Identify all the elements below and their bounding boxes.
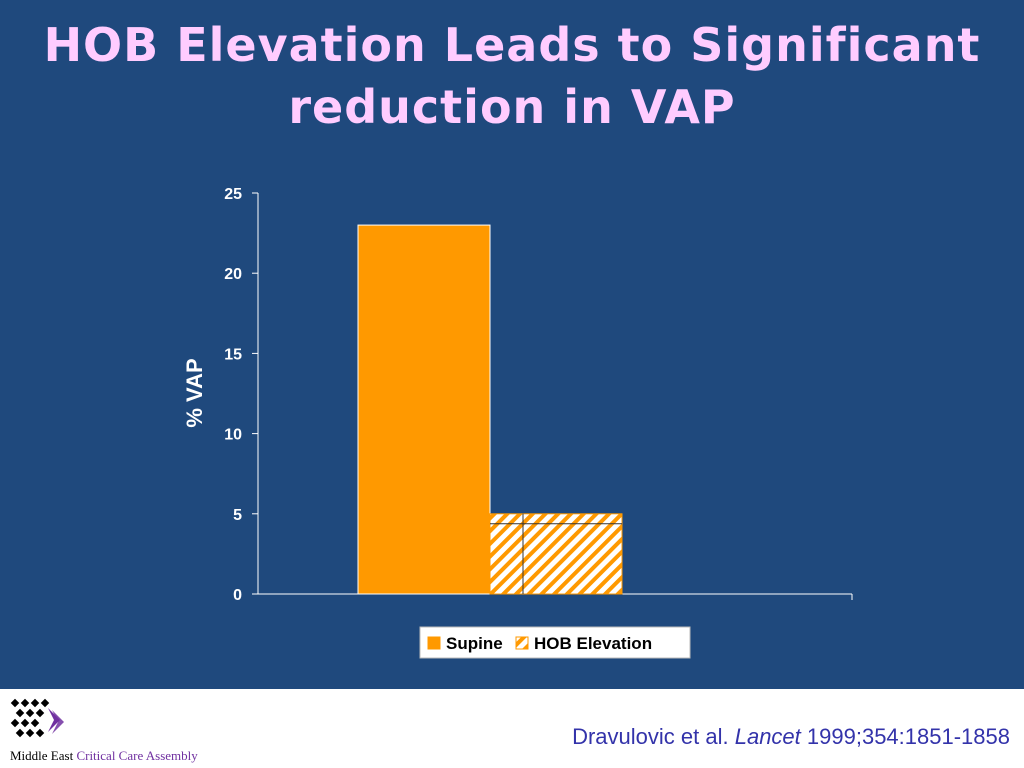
y-tick-label: 25 bbox=[224, 186, 242, 203]
plot-area: 0 5 10 15 20 25 % VAP Supine HOB Elevation bbox=[182, 186, 853, 659]
citation-journal: Lancet bbox=[734, 724, 801, 749]
slide-title: HOB Elevation Leads to Significant reduc… bbox=[0, 14, 1024, 138]
bar-hob-elevation bbox=[489, 513, 623, 595]
citation-reference: 1999;354:1851-1858 bbox=[806, 724, 1010, 749]
legend-swatch bbox=[515, 636, 529, 650]
y-axis-label: % VAP bbox=[182, 358, 207, 427]
legend-swatch bbox=[427, 636, 441, 650]
y-tick-label: 10 bbox=[224, 427, 242, 444]
organization-name-part-2: Critical Care Assembly bbox=[76, 748, 198, 763]
bar-chart: 0 5 10 15 20 25 % VAP Supine HOB Elevation bbox=[182, 186, 853, 659]
y-tick-label: 5 bbox=[233, 507, 242, 524]
organization-name-part-1: Middle East bbox=[10, 748, 74, 763]
footer-bar: Middle East Critical Care Assembly Dravu… bbox=[0, 689, 1024, 768]
organization-name: Middle East Critical Care Assembly bbox=[10, 748, 198, 764]
y-tick-label: 0 bbox=[233, 587, 242, 604]
slide-title-line-1: HOB Elevation Leads to Significant bbox=[43, 18, 981, 72]
chart-legend bbox=[419, 626, 691, 659]
citation-authors: Dravulovic et al. bbox=[572, 724, 729, 749]
bar-supine bbox=[357, 224, 491, 595]
legend-label: HOB Elevation bbox=[534, 634, 652, 653]
y-tick-label: 20 bbox=[224, 266, 242, 283]
slide-title-line-2: reduction in VAP bbox=[288, 80, 736, 134]
legend-label: Supine bbox=[446, 634, 503, 653]
citation: Dravulovic et al. Lancet 1999;354:1851-1… bbox=[572, 724, 1010, 750]
organization-logo-icon bbox=[10, 698, 64, 738]
y-tick-label: 15 bbox=[224, 346, 242, 363]
